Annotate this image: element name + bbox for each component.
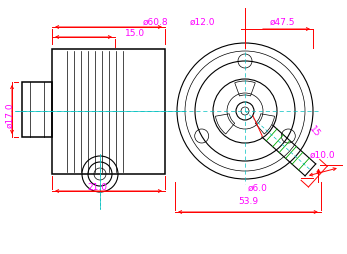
Text: ø12.0: ø12.0 <box>189 18 215 26</box>
Bar <box>22 83 52 137</box>
Text: 21.0: 21.0 <box>87 183 107 192</box>
Bar <box>52 50 165 174</box>
Text: ø10.0: ø10.0 <box>309 150 335 159</box>
Text: 15.0: 15.0 <box>125 28 145 37</box>
Text: ø60.8: ø60.8 <box>142 18 168 26</box>
Text: ø17.0: ø17.0 <box>6 102 15 127</box>
Text: ø47.5: ø47.5 <box>269 18 295 26</box>
Text: 53.9: 53.9 <box>238 197 258 206</box>
Text: 15: 15 <box>308 124 322 139</box>
Text: ø6.0: ø6.0 <box>248 183 268 192</box>
